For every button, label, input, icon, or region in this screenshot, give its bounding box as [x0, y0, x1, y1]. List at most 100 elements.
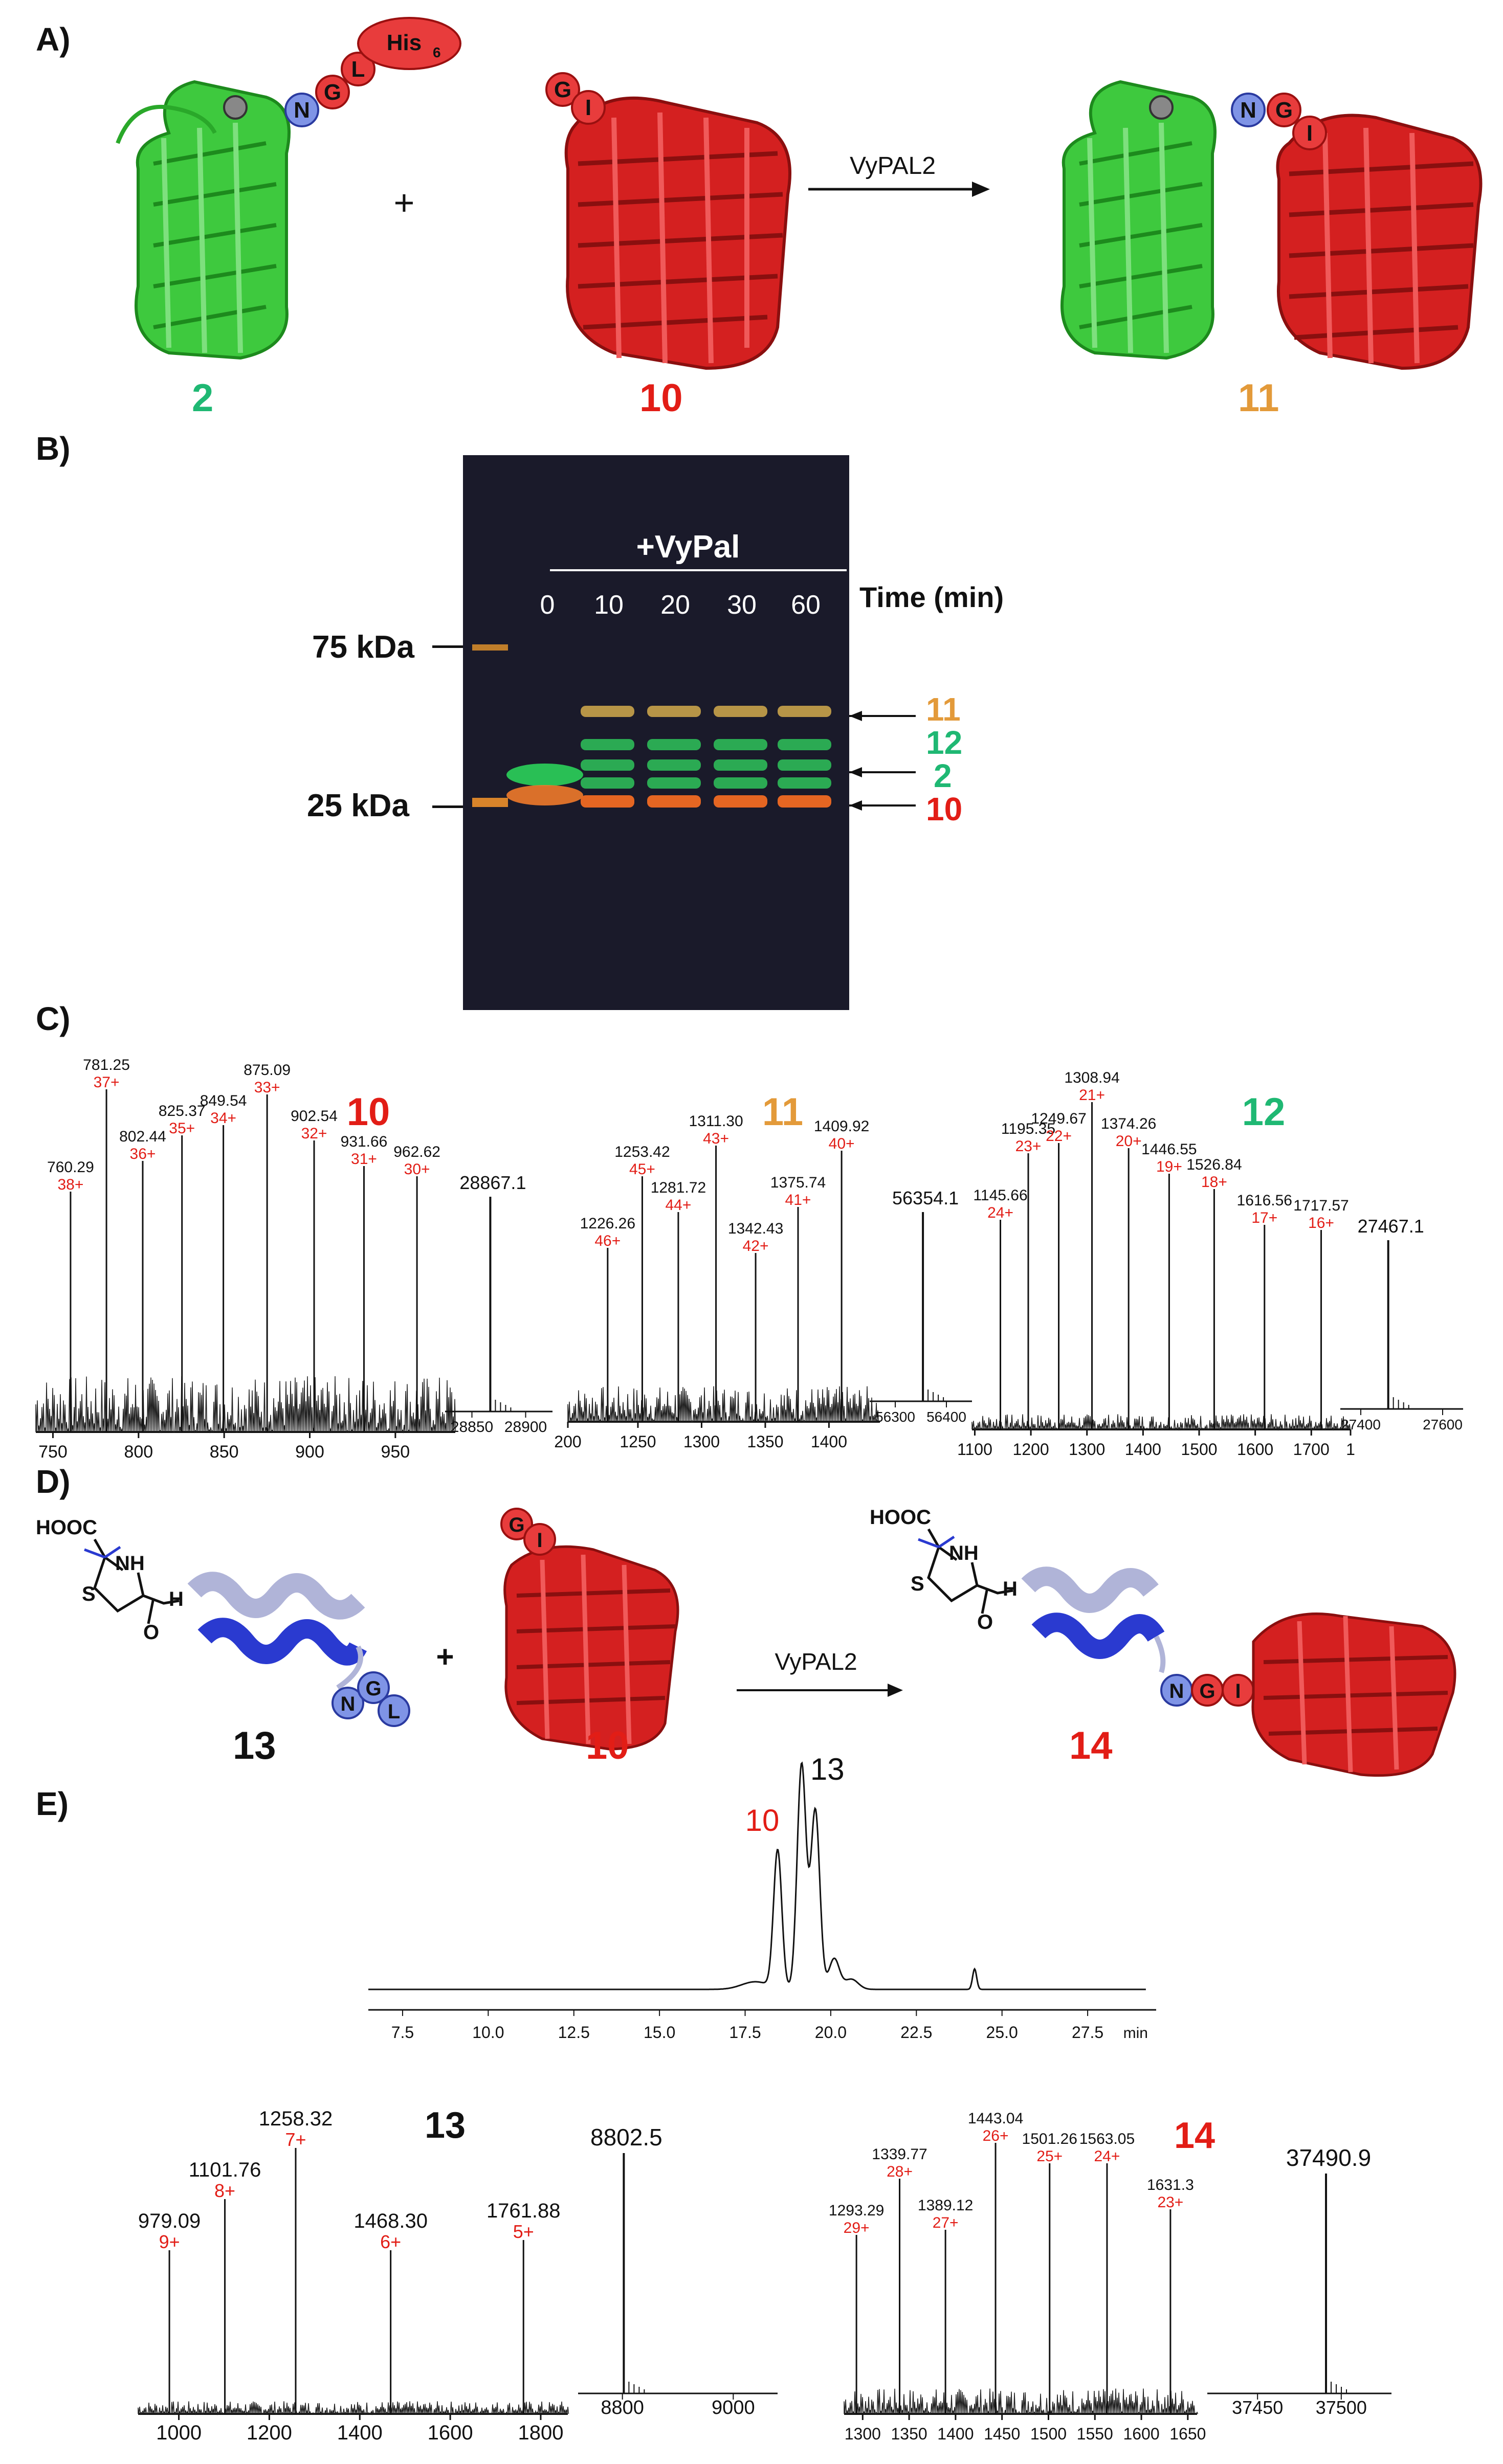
- spec11-x-tick-label: 1400: [811, 1432, 847, 1451]
- spec12-title: 12: [1242, 1090, 1286, 1134]
- hplc-peak-label-13: 13: [810, 1752, 845, 1786]
- spec10-peak-mz-label: 849.54: [200, 1092, 247, 1109]
- ms14-peak-mz-label: 1389.12: [918, 2197, 973, 2214]
- svg-text:G: G: [1199, 1680, 1215, 1703]
- spec11-peak-charge-label: 42+: [743, 1238, 769, 1255]
- spec11-deconv-mass-label: 56354.1: [892, 1188, 959, 1208]
- ms14-deconv-tick-label: 37500: [1316, 2397, 1367, 2418]
- compound-10-label: 10: [639, 376, 683, 420]
- hplc-x-tick-label: 10.0: [472, 2023, 504, 2042]
- spec11-x-tick-label: 1250: [620, 1432, 656, 1451]
- hplc-x-tick-label: 7.5: [391, 2023, 414, 2042]
- ms13-peak-charge-label: 6+: [380, 2231, 401, 2252]
- ms14-peak-mz-label: 1339.77: [872, 2146, 927, 2163]
- ms13-peak-mz-label: 979.09: [138, 2210, 201, 2232]
- ms14-peak-mz-label: 1293.29: [829, 2202, 884, 2219]
- helix-peptide-13: [187, 1572, 367, 1690]
- residue-g-ball: [315, 75, 350, 109]
- svg-text:O: O: [143, 1621, 159, 1644]
- spec12-peak-mz-label: 1616.56: [1237, 1192, 1292, 1209]
- spec10-x-tick-label: 800: [124, 1442, 153, 1462]
- spec11-peak-charge-label: 43+: [703, 1130, 729, 1147]
- ms13-noise-trace: [138, 2401, 569, 2415]
- residue-n-ball: [284, 93, 319, 127]
- ms14-peak-mz-label: 1563.05: [1079, 2131, 1135, 2147]
- spec12-x-tick-label: 1200: [1013, 1440, 1049, 1459]
- his-tag-subscript: 6: [433, 44, 441, 60]
- ms13-peak-mz-label: 1761.88: [487, 2200, 561, 2222]
- svg-text:I: I: [537, 1529, 542, 1552]
- spec10-peak-charge-label: 36+: [130, 1146, 156, 1162]
- protein-11-green: [1060, 80, 1217, 360]
- spec12-peak-charge-label: 22+: [1046, 1128, 1072, 1145]
- ms14-x-tick-label: 1550: [1077, 2425, 1113, 2443]
- spec11-noise-trace: [567, 1386, 881, 1423]
- spec10-title: 10: [347, 1090, 390, 1134]
- ms13-peak-charge-label: 8+: [214, 2180, 235, 2201]
- svg-text:S: S: [911, 1573, 924, 1595]
- spec12-peak-charge-label: 16+: [1308, 1215, 1334, 1231]
- ms13-x-tick-label: 1600: [428, 2422, 473, 2444]
- panel-e-label: E): [36, 1785, 69, 1822]
- svg-text:O: O: [977, 1611, 993, 1633]
- gel-bands: +VyPal 0 10 20 30 60: [472, 529, 847, 808]
- panel-a-label: A): [36, 21, 71, 58]
- spec12-x-tick-label: 1: [1346, 1440, 1355, 1459]
- spec12-peak-charge-label: 21+: [1079, 1087, 1105, 1104]
- spec10-deconv-mass-label: 28867.1: [459, 1172, 526, 1193]
- residue-l-text: L: [351, 57, 365, 82]
- svg-text:G: G: [365, 1677, 381, 1700]
- svg-text:G: G: [509, 1514, 524, 1536]
- ms14-x-tick-label: 1350: [891, 2425, 927, 2443]
- marker-25-label: 25 kDa: [307, 788, 409, 823]
- hplc-peak-label-10: 10: [745, 1803, 780, 1838]
- thiazolidine-structure-14: HOOC NH S H O: [870, 1506, 1018, 1633]
- ms14-peak-charge-label: 28+: [887, 2163, 913, 2180]
- panel-e-spectra: 979.099+ 1101.768+ 1258.327+ 1468.306+ 1761.…: [138, 2105, 1391, 2444]
- spec12-x-tick-label: 1100: [957, 1440, 992, 1459]
- marker-75-tick: [432, 645, 463, 648]
- ms14-peak-mz-label: 1443.04: [968, 2110, 1023, 2127]
- spec10-peak-charge-label: 35+: [169, 1120, 195, 1137]
- hplc-x-tick-label: 15.0: [644, 2023, 675, 2042]
- residue-g-text-11: G: [1275, 98, 1293, 123]
- ms13-peak-mz-label: 1258.32: [259, 2108, 333, 2130]
- panel-c-label: C): [36, 1000, 71, 1037]
- spec10-x-tick-label: 900: [295, 1442, 324, 1462]
- lane-label-60: 60: [791, 590, 821, 620]
- ms14-x-tick-label: 1500: [1030, 2425, 1067, 2443]
- spec12-deconv-tick-label: 27400: [1341, 1417, 1381, 1432]
- spec10-peak-charge-label: 38+: [57, 1176, 83, 1193]
- arrow-label-d: VyPAL2: [775, 1648, 857, 1675]
- ms14-x-tick-label: 1300: [845, 2425, 881, 2443]
- spec10-peak-mz-label: 962.62: [393, 1144, 440, 1160]
- residue-g-text-10: G: [554, 77, 571, 102]
- ms13-deconv-tick-label: 8800: [601, 2397, 644, 2418]
- svg-text:H: H: [169, 1588, 184, 1610]
- spec11-peak-mz-label: 1226.26: [580, 1215, 635, 1232]
- ms14-peak-charge-label: 27+: [933, 2214, 959, 2231]
- hplc-chromatogram: 7.5 10.0 12.5 15.0 17.5 20.0 22.5 25.0 27.5 min 10…: [368, 1752, 1156, 2042]
- spec12-peak-mz-label: 1446.55: [1141, 1141, 1197, 1158]
- compound-10-label-d: 10: [586, 1724, 629, 1767]
- spec10-deconv-tick-label: 28900: [504, 1419, 547, 1436]
- spec10-noise-trace: [35, 1376, 456, 1433]
- lane-label-0: 0: [540, 590, 555, 620]
- svg-text:N: N: [341, 1693, 356, 1715]
- ms14-x-tick-label: 1400: [937, 2425, 974, 2443]
- marker-25-tick: [432, 805, 463, 808]
- spec10-x-tick-label: 950: [381, 1442, 410, 1462]
- svg-text:N: N: [1169, 1680, 1184, 1703]
- lane-label-10: 10: [594, 590, 624, 620]
- spec10-peak-mz-label: 802.44: [119, 1128, 166, 1145]
- spec12-peak-charge-label: 20+: [1116, 1133, 1142, 1150]
- ms14-peak-charge-label: 26+: [983, 2127, 1009, 2144]
- spec11-x-tick-label: 1300: [683, 1432, 720, 1451]
- compound-11-label: 11: [1238, 376, 1279, 420]
- lane-label-30: 30: [727, 590, 757, 620]
- spec12-x-tick-label: 1600: [1237, 1440, 1273, 1459]
- residue-i-ball-10: [571, 90, 606, 125]
- protein-14-red: [1251, 1612, 1456, 1777]
- spec11-peak-charge-label: 41+: [785, 1192, 811, 1208]
- ms14-peak-mz-label: 1501.26: [1022, 2131, 1077, 2147]
